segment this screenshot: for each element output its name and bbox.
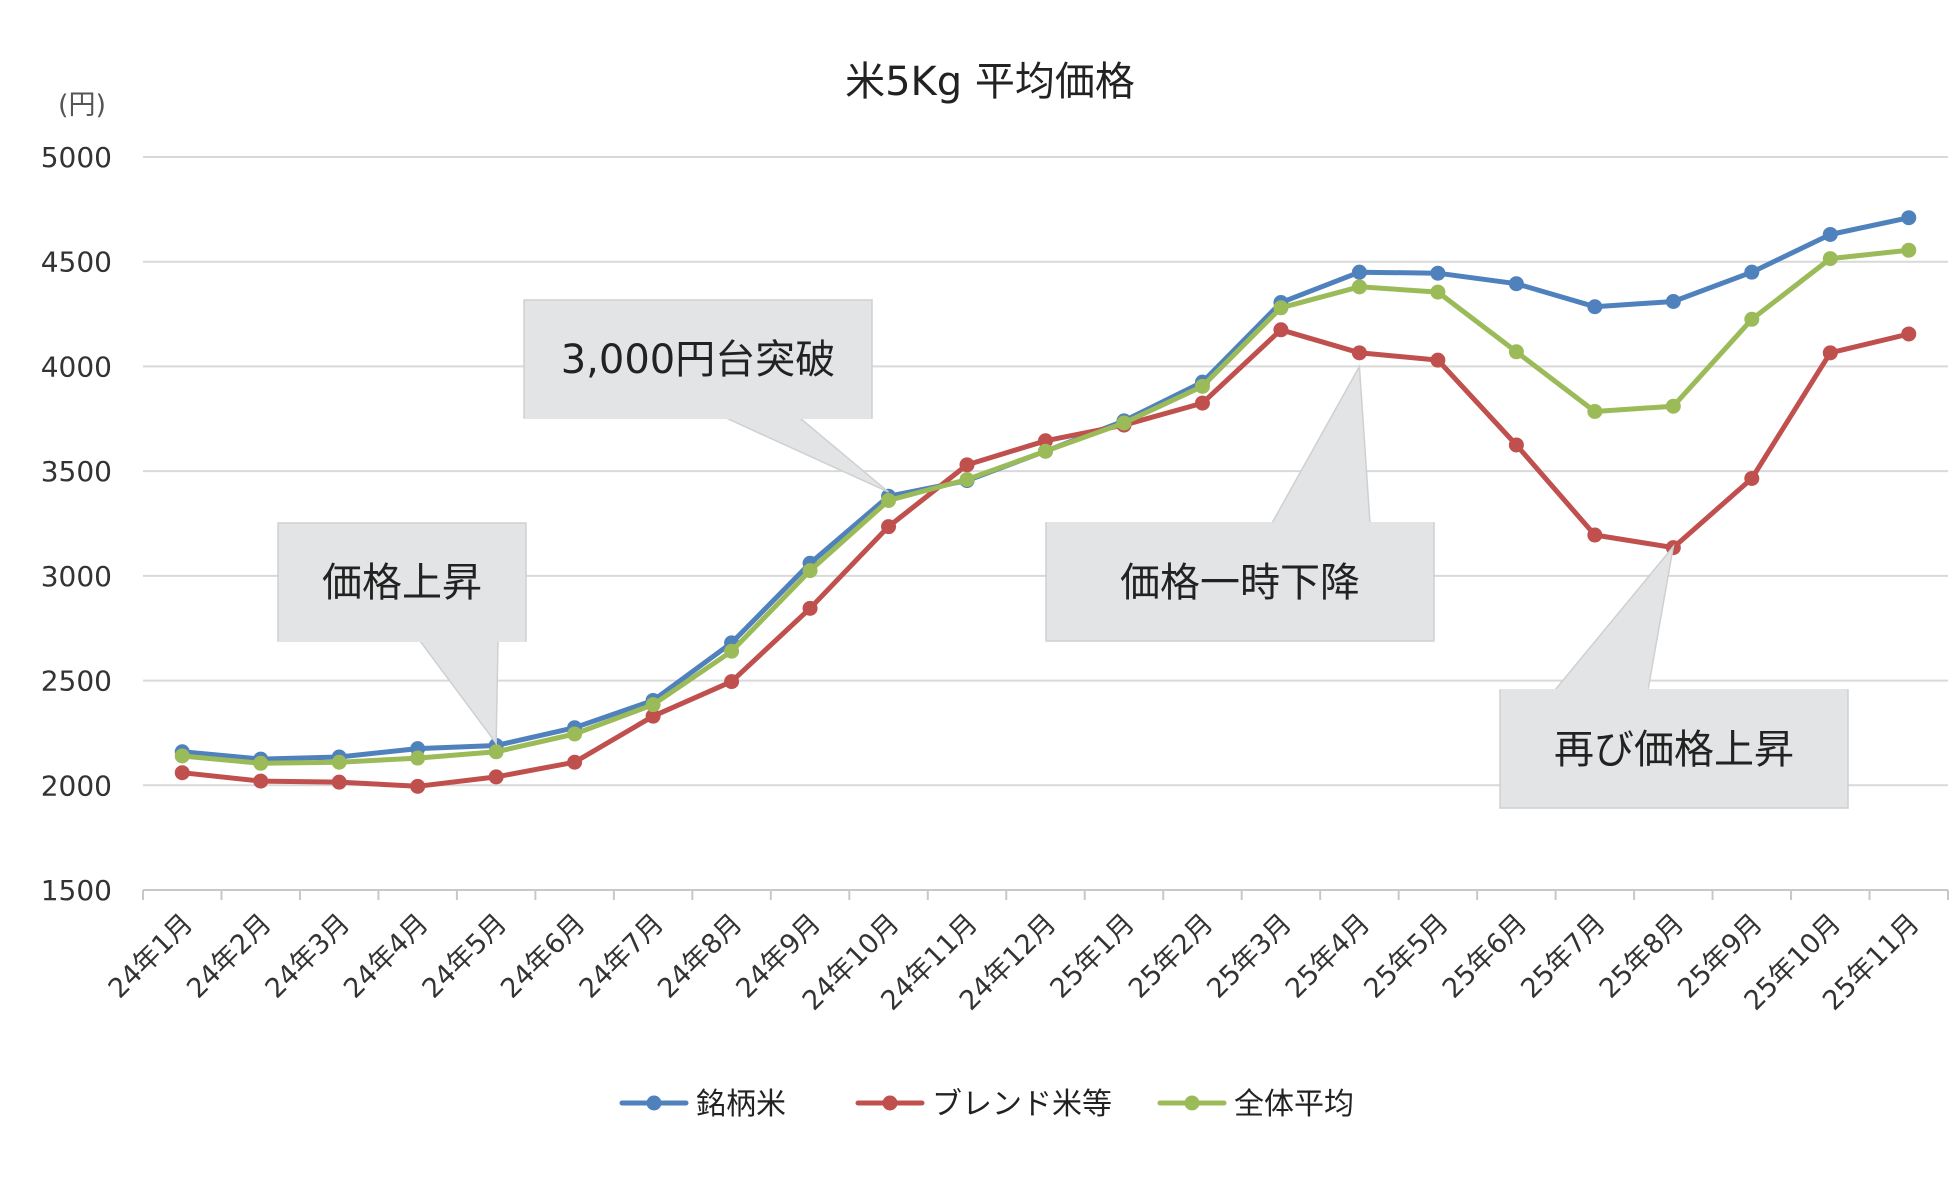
legend-item: ブレンド米等 [855,1087,1112,1122]
y-tick-label-2000: 2000 [41,769,112,802]
y-tick-label-4000: 4000 [41,350,112,383]
y-tick-label-1500: 1500 [41,874,112,907]
data-point [1587,527,1603,543]
data-point [1508,344,1524,360]
annotation-callout: 3,000円台突破 [523,299,890,493]
data-point [567,754,583,770]
chart-title: 米5Kg 平均価格 [845,59,1135,105]
data-point [1351,264,1367,280]
data-point [174,765,190,781]
data-point [959,457,975,473]
data-point [724,674,740,690]
data-point [802,563,818,579]
callout-box [277,522,527,642]
y-tick-label-5000: 5000 [41,141,112,174]
legend-swatch-marker [882,1095,898,1111]
legend-item: 全体平均 [1157,1087,1354,1122]
data-point [174,748,190,764]
callout-box [1045,522,1435,642]
data-point [1194,378,1210,394]
annotation-callout: 価格上昇 [277,522,527,746]
callout-seam [279,640,525,642]
legend-item: 銘柄米 [619,1087,786,1122]
data-point [410,750,426,766]
legend-label: 銘柄米 [696,1087,786,1122]
data-point [1508,276,1524,292]
data-point [1116,415,1132,431]
callout-seam [1047,522,1433,524]
data-point [1038,433,1053,449]
legend-label: 全体平均 [1234,1087,1354,1122]
legend-label: ブレンド米等 [932,1087,1112,1122]
y-tick-label-4500: 4500 [41,246,112,279]
annotation-text: 再び価格上昇 [1554,727,1794,773]
data-point [1744,311,1760,327]
data-point [1901,242,1917,258]
data-point [881,492,897,508]
annotation-callout: 再び価格上昇 [1499,543,1849,809]
data-point [1430,352,1446,368]
legend-swatch-marker [646,1095,662,1111]
data-point [645,697,661,713]
callout-box [1499,689,1849,809]
y-axis-unit-label: (円) [58,90,106,121]
legend-swatch-marker [1184,1095,1200,1111]
annotation-text: 価格一時下降 [1120,560,1360,606]
data-point [881,519,897,535]
series-1 [174,322,1917,794]
data-point [1822,345,1838,361]
data-point [1508,437,1524,453]
data-point [1744,470,1760,486]
data-point [724,643,740,659]
data-point [1587,403,1603,419]
annotation-callout: 価格一時下降 [1045,363,1435,642]
data-point [567,726,583,742]
data-point [1351,345,1367,361]
data-point [253,773,269,789]
data-point [1430,265,1446,281]
callout-seam [525,417,871,419]
data-point [1587,299,1603,315]
data-point [1822,226,1838,242]
callout-seam [1501,689,1847,691]
series-2 [174,242,1917,771]
data-point [1038,443,1053,459]
data-point [410,778,426,794]
annotation-text: 3,000円台突破 [561,337,836,383]
y-tick-label-3000: 3000 [41,560,112,593]
data-point [1901,210,1917,226]
data-point [1901,326,1917,342]
data-point [1665,294,1681,310]
series-layer [174,210,1917,794]
data-point [645,708,661,724]
data-point [1744,264,1760,280]
data-point [331,774,347,790]
annotation-text: 価格上昇 [322,560,482,606]
y-tick-label-3500: 3500 [41,455,112,488]
callout-box [523,299,873,419]
data-point [1273,322,1289,338]
legend: 銘柄米 ブレンド米等 全体平均 [619,1087,1354,1122]
y-tick-label-2500: 2500 [41,665,112,698]
data-point [1665,398,1681,414]
y-axis-tick-labels: 1500 2000 2500 3000 3500 4000 4500 5000 [41,141,112,907]
data-point [1430,284,1446,300]
data-point [802,600,818,616]
data-point [1822,251,1838,267]
data-point [488,769,504,785]
data-point [1351,279,1367,295]
data-point [1194,395,1210,411]
data-point [959,472,975,488]
data-point [1273,300,1289,316]
data-point [253,755,269,771]
data-point [488,744,504,760]
data-point [331,754,347,770]
